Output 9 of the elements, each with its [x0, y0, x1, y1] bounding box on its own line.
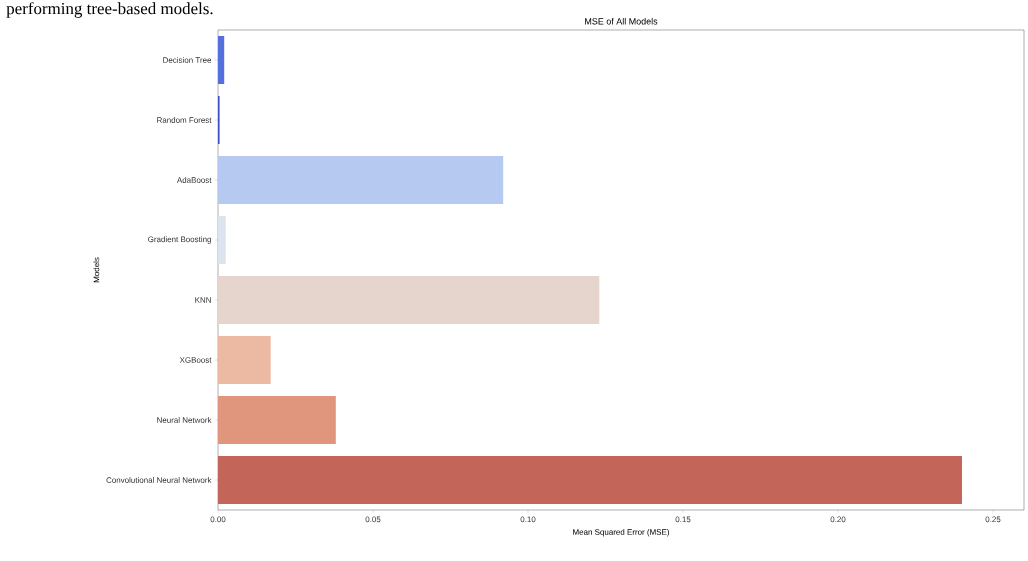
- text: performing tree-based models.: [6, 2, 213, 18]
- chart-title: MSE of All Models: [585, 17, 658, 25]
- bar: [218, 455, 963, 504]
- bar: [218, 335, 271, 384]
- bar: [218, 275, 600, 324]
- bar: [218, 395, 336, 444]
- bar: [218, 35, 225, 84]
- bar: [218, 215, 226, 264]
- bar: [218, 155, 504, 204]
